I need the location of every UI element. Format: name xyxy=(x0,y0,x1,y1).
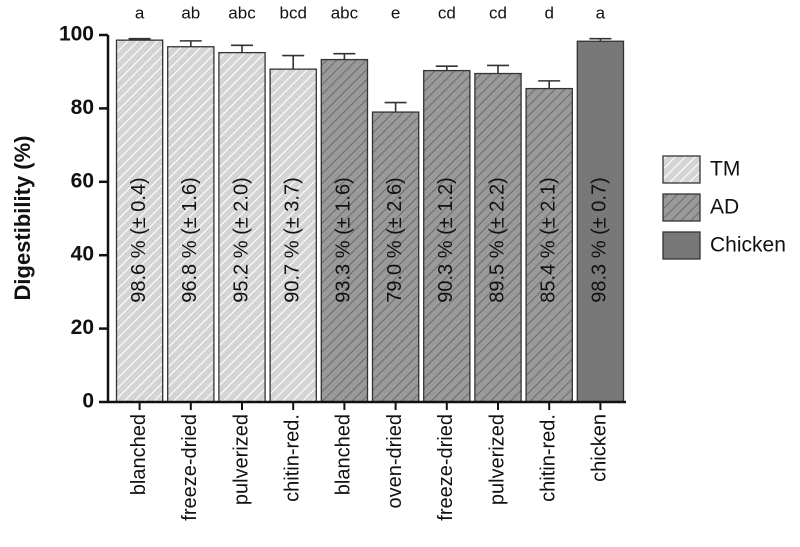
x-tick-label: chitin-red. xyxy=(281,414,303,502)
legend-label: Chicken xyxy=(710,234,786,257)
legend-swatch xyxy=(662,155,701,184)
value-label: 96.8 % (± 1.6) xyxy=(179,177,201,302)
bar xyxy=(320,58,369,403)
significance-letter: abc xyxy=(228,3,256,22)
bar xyxy=(269,68,317,403)
significance-letter: d xyxy=(544,3,553,22)
bar xyxy=(576,40,625,403)
error-bar xyxy=(231,44,253,53)
bar xyxy=(525,87,573,403)
value-label: 79.0 % (± 2.6) xyxy=(384,177,406,302)
y-tick-label: 60 xyxy=(71,169,94,192)
x-tick-label: pulverized xyxy=(486,414,508,505)
error-bar xyxy=(487,64,509,74)
y-tick-label: 40 xyxy=(71,243,94,266)
y-tick-label: 100 xyxy=(59,23,94,46)
bar xyxy=(115,39,164,403)
legend-label: TM xyxy=(710,158,740,181)
y-axis-label: Digestibility (%) xyxy=(10,135,35,300)
significance-letter: ab xyxy=(181,3,200,22)
error-bar xyxy=(538,80,561,89)
significance-letter: bcd xyxy=(279,3,306,22)
x-tick-label: chitin-red. xyxy=(537,414,559,502)
legend-swatch xyxy=(662,231,701,260)
y-tick-label: 80 xyxy=(71,96,94,119)
significance-letter: a xyxy=(135,3,145,22)
x-tick-label: blanched xyxy=(128,414,150,495)
legend-label: AD xyxy=(710,196,739,219)
error-bar xyxy=(282,54,305,70)
x-tick-label: oven-dried xyxy=(384,414,406,509)
x-tick-label: freeze-dried xyxy=(179,414,201,521)
error-bar xyxy=(435,65,458,71)
value-label: 98.6 % (± 0.4) xyxy=(128,177,150,302)
error-bar xyxy=(179,40,202,47)
significance-letter: e xyxy=(391,3,400,22)
x-tick-label: chicken xyxy=(589,414,611,482)
y-tick-label: 20 xyxy=(71,316,94,339)
bar xyxy=(218,51,266,403)
significance-letter: a xyxy=(596,3,606,22)
value-label: 98.3 % (± 0.7) xyxy=(589,177,611,302)
value-label: 93.3 % (± 1.6) xyxy=(333,177,355,302)
bar xyxy=(167,46,215,403)
x-tick-label: blanched xyxy=(333,414,355,495)
value-label: 89.5 % (± 2.2) xyxy=(486,177,508,302)
legend-swatch xyxy=(662,193,701,222)
error-bar xyxy=(384,101,407,113)
y-tick-label: 0 xyxy=(82,390,94,413)
x-tick-label: pulverized xyxy=(230,414,252,505)
value-label: 90.7 % (± 3.7) xyxy=(281,177,303,302)
value-label: 95.2 % (± 2.0) xyxy=(230,177,252,302)
error-bar xyxy=(333,52,356,60)
significance-letter: cd xyxy=(489,3,507,22)
bar xyxy=(371,111,420,403)
bar xyxy=(423,69,471,403)
value-label: 90.3 % (± 1.2) xyxy=(435,177,457,302)
x-tick-label: freeze-dried xyxy=(435,414,457,521)
bar xyxy=(474,72,522,403)
value-label: 85.4 % (± 2.1) xyxy=(537,177,559,302)
significance-letter: abc xyxy=(331,3,359,22)
significance-letter: cd xyxy=(438,3,456,22)
